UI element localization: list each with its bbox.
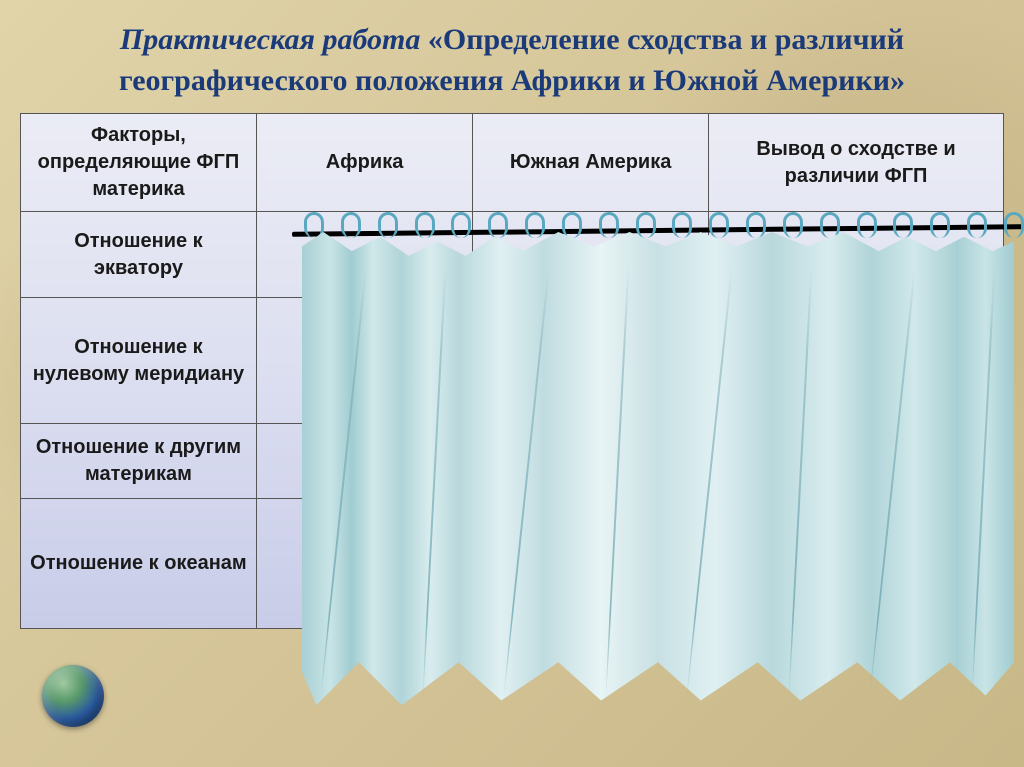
curtain-fabric xyxy=(302,232,1014,710)
curtain-overlay xyxy=(298,200,1018,710)
header-conclusion: Вывод о сходстве и различии ФГП xyxy=(709,114,1004,212)
header-south-america: Южная Америка xyxy=(473,114,709,212)
row-label-continents: Отношение к другим материкам xyxy=(21,424,257,499)
globe-icon xyxy=(42,665,104,727)
curtain-body xyxy=(302,232,1014,710)
title-prefix: Практическая работа xyxy=(120,23,420,56)
slide-title: Практическая работа «Определение сходств… xyxy=(20,12,1004,113)
row-label-equator: Отношение к экватору xyxy=(21,212,257,298)
header-factors: Факторы, определяющие ФГП материка xyxy=(21,114,257,212)
table-header-row: Факторы, определяющие ФГП материка Африк… xyxy=(21,114,1004,212)
row-label-oceans: Отношение к океанам xyxy=(21,499,257,629)
header-africa: Африка xyxy=(256,114,472,212)
row-label-meridian: Отношение к нулевому меридиану xyxy=(21,298,257,424)
